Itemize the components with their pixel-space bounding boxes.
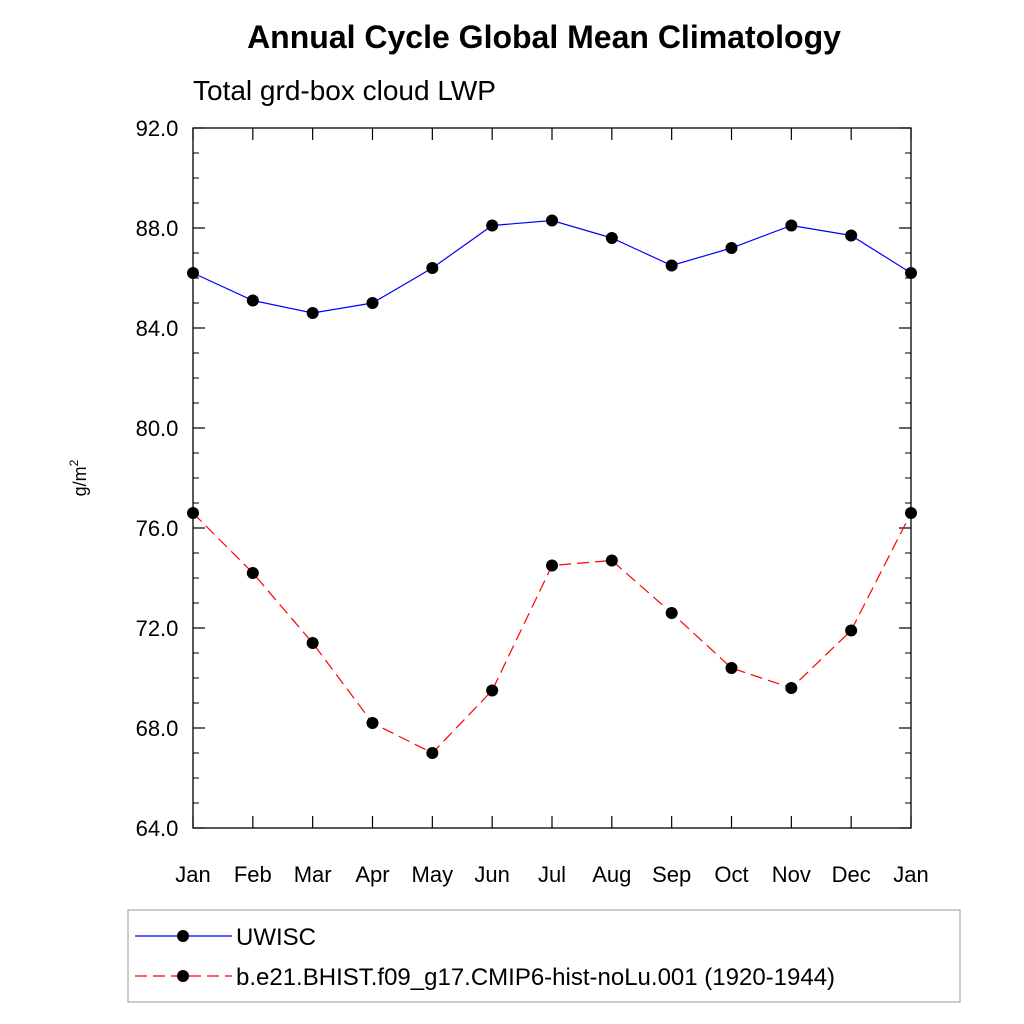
y-tick-label: 68.0 [136, 716, 179, 741]
data-point [187, 507, 199, 519]
data-point [187, 267, 199, 279]
y-tick-label: 84.0 [136, 316, 179, 341]
x-tick-label: Nov [772, 862, 811, 887]
legend-box [127, 909, 961, 1003]
chart-subtitle: Total grd-box cloud LWP [193, 75, 496, 106]
x-tick-label: Oct [714, 862, 748, 887]
legend-label-uwisc: UWISC [236, 924, 316, 951]
data-point [426, 747, 439, 759]
data-point [246, 567, 259, 579]
y-tick-label: 92.0 [136, 116, 179, 141]
series-0 [187, 214, 917, 319]
legend-label-hist-nolu: b.e21.BHIST.f09_g17.CMIP6-hist-noLu.001 … [236, 964, 835, 991]
data-point [546, 559, 558, 572]
data-point [785, 682, 798, 694]
data-point [665, 607, 678, 619]
y-tick-label: 64.0 [136, 816, 179, 841]
data-point [546, 214, 558, 227]
y-tick-label: 72.0 [136, 616, 179, 641]
data-point [845, 624, 858, 637]
data-point [665, 259, 678, 272]
x-tick-label: May [412, 862, 454, 887]
x-tick-label: Mar [294, 862, 332, 887]
legend-marker-hist-nolu [177, 970, 189, 982]
data-point [306, 307, 319, 319]
x-tick-label: Jul [538, 862, 566, 887]
series-layer [187, 214, 917, 759]
y-axis-label-base: g/m [70, 466, 90, 496]
data-point [366, 717, 379, 729]
data-point [306, 637, 319, 649]
legend: UWISC b.e21.BHIST.f09_g17.CMIP6-hist-noL… [127, 909, 961, 1003]
data-point [246, 294, 259, 307]
series-line [192, 219, 912, 314]
y-axis-label: g/m2 [67, 459, 90, 496]
y-tick-label: 76.0 [136, 516, 179, 541]
chart-title: Annual Cycle Global Mean Climatology [247, 19, 841, 55]
data-point [845, 229, 858, 242]
y-tick-label: 80.0 [136, 416, 179, 441]
data-point [905, 507, 917, 519]
x-tick-label: Apr [355, 862, 389, 887]
data-point [605, 232, 618, 244]
plot-frame [192, 127, 912, 829]
axes: 64.0 68.0 72.0 76.0 80.0 84.0 88.0 92.0 Jan Feb Ma… [136, 116, 929, 887]
data-point [486, 684, 499, 697]
data-point [725, 242, 738, 254]
data-point [605, 554, 618, 567]
x-tick-label: Feb [234, 862, 272, 887]
y-axis-label-superscript: 2 [67, 459, 81, 466]
series-1 [187, 507, 917, 759]
data-point [366, 297, 379, 309]
x-tick-label: Sep [652, 862, 691, 887]
x-tick-label: Jan [893, 862, 928, 887]
y-tick-label: 88.0 [136, 216, 179, 241]
data-point [905, 267, 917, 279]
series-line [192, 512, 912, 754]
x-tick-label: Aug [592, 862, 631, 887]
data-point [725, 662, 738, 674]
x-tick-label: Dec [832, 862, 871, 887]
data-point [486, 219, 499, 232]
data-point [426, 262, 439, 274]
legend-marker-uwisc [177, 930, 189, 942]
x-tick-label: Jun [474, 862, 509, 887]
data-point [785, 219, 798, 232]
x-tick-label: Jan [175, 862, 210, 887]
